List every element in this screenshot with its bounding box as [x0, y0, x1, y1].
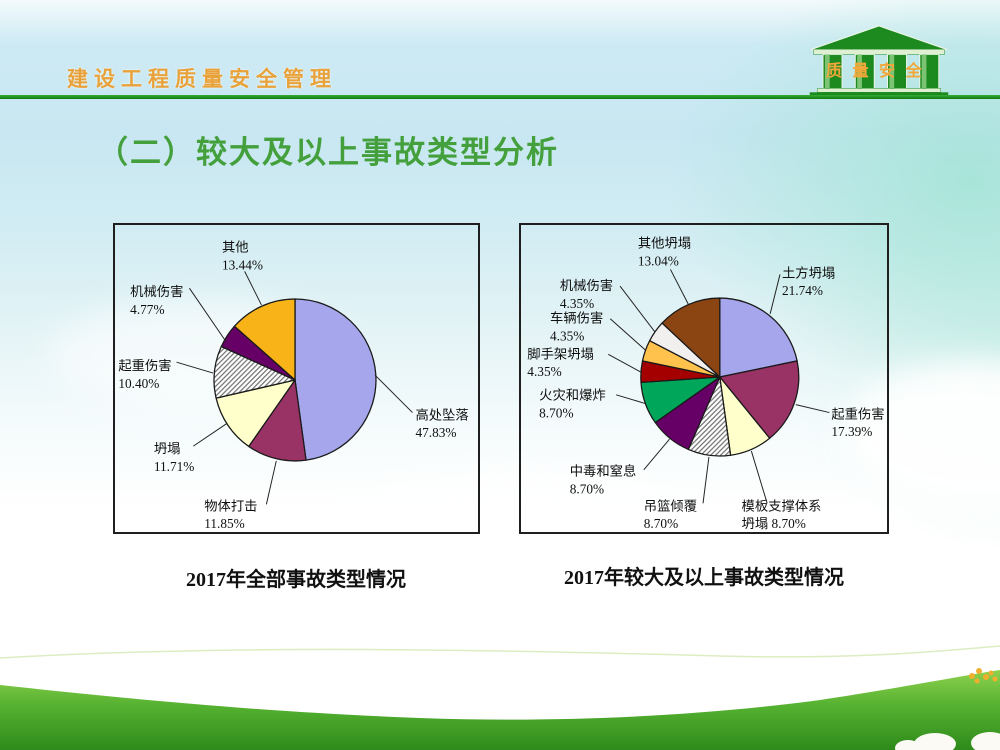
label-leader-line	[374, 374, 413, 413]
label-leader-line	[702, 456, 710, 504]
chart-caption-left: 2017年全部事故类型情况	[186, 569, 406, 591]
grass-hill	[0, 670, 1000, 750]
flowers-icon	[969, 668, 998, 684]
slice-label: 21.74%	[782, 283, 823, 298]
pie-slice-0	[294, 298, 377, 461]
logo-beam	[813, 49, 945, 55]
slice-label: 坍塌	[154, 441, 181, 456]
slice-label: 4.35%	[527, 364, 561, 379]
slice-label: 4.35%	[550, 328, 584, 343]
logo-columns	[822, 53, 940, 89]
grass-landscape	[0, 645, 1000, 750]
label-leader-line	[769, 274, 781, 314]
label-leader-line	[619, 285, 656, 332]
slice-label: 起重伤害	[118, 358, 171, 373]
label-leader-line	[795, 404, 830, 414]
slice-label: 13.04%	[638, 253, 679, 268]
slice-label: 13.44%	[222, 257, 263, 272]
label-leader-line	[643, 438, 670, 471]
label-leader-line	[609, 318, 647, 351]
header-brand: 建设工程质量安全管理	[67, 68, 337, 91]
pie-chart-left: 高处坠落 47.83% 物体打击 11.85% 坍塌 11.71% 起重伤害 10.40% 机械…	[118, 240, 468, 531]
slice-label: 4.35%	[560, 296, 594, 311]
logo-roof	[810, 25, 948, 51]
slice-label: 高处坠落	[415, 406, 468, 422]
slice-label: 车辆伤害	[550, 310, 603, 326]
header-divider	[0, 95, 1000, 99]
slice-label: 4.77%	[130, 302, 164, 317]
pie-slice-1	[719, 360, 800, 439]
logo-text: 质量安全	[826, 61, 932, 80]
slice-label: 火灾和爆炸	[539, 387, 606, 403]
slice-label: 坍塌 8.70%	[742, 516, 806, 531]
slice-label: 机械伤害	[560, 278, 613, 293]
label-leader-line	[750, 450, 768, 504]
chart-panel-left: 高处坠落 47.83% 物体打击 11.85% 坍塌 11.71% 起重伤害 10.40% 机械…	[113, 223, 480, 534]
label-leader-line	[616, 394, 646, 405]
cloud-decoration	[90, 540, 650, 690]
slice-label: 11.71%	[154, 459, 195, 474]
pie-slice-9	[661, 297, 721, 378]
chart-caption-right: 2017年较大及以上事故类型情况	[564, 567, 844, 589]
page-title: （二）较大及以上事故类型分析	[97, 135, 559, 170]
pie-slice-0	[719, 297, 798, 378]
label-leader-line	[244, 271, 262, 306]
slice-label: 10.40%	[118, 376, 159, 391]
slice-label: 机械伤害	[130, 284, 183, 299]
slice-label: 土方坍塌	[782, 265, 835, 280]
label-leader-line	[669, 269, 689, 305]
slice-label: 模板支撑体系	[742, 498, 822, 513]
label-leader-line	[265, 460, 277, 505]
distant-hill-line	[0, 645, 1000, 659]
pie-slice-5	[233, 298, 296, 381]
slice-label: 吊篮倾覆	[644, 498, 697, 513]
label-leader-line	[188, 287, 227, 342]
slice-label: 中毒和窒息	[570, 463, 637, 479]
slice-label: 脚手架坍塌	[527, 346, 594, 361]
slice-label: 8.70%	[644, 516, 678, 531]
slice-label: 47.83%	[415, 425, 456, 440]
slice-label: 其他	[222, 240, 249, 255]
slice-label: 17.39%	[831, 424, 872, 439]
label-leader-line	[176, 361, 214, 374]
slice-label: 物体打击	[204, 497, 257, 513]
logo-base	[817, 88, 941, 93]
slice-label: 11.85%	[204, 516, 245, 531]
pie-slice-1	[248, 379, 307, 462]
sheep-icon	[895, 732, 1000, 750]
slice-label: 8.70%	[539, 405, 573, 420]
slice-label: 起重伤害	[831, 406, 884, 421]
slice-label: 8.70%	[570, 482, 604, 497]
pavilion-logo: 质量安全	[809, 25, 949, 98]
label-leader-line	[608, 353, 642, 373]
chart-panel-right: 土方坍塌 21.74% 起重伤害 17.39% 模板支撑体系 坍塌 8.70% 吊篮倾覆 8.…	[519, 223, 889, 534]
label-leader-line	[193, 423, 228, 447]
slice-label: 其他坍塌	[638, 236, 691, 251]
